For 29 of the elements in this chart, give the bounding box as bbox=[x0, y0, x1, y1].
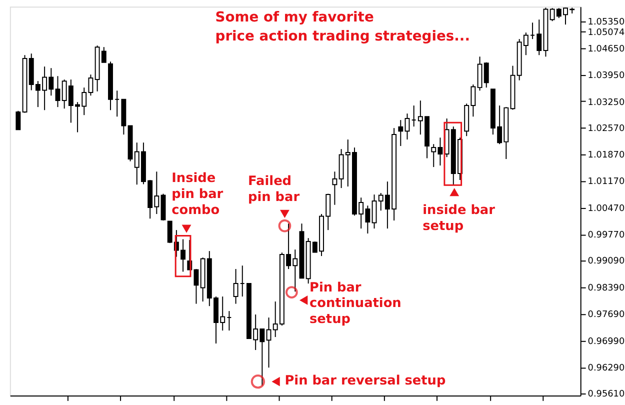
text: Some of my favorite price action trading strategies... bbox=[215, 9, 470, 44]
candlestick bbox=[16, 110, 21, 130]
annotation: Inside pin bar combo bbox=[172, 171, 224, 218]
y-tick-label: 0.96990 bbox=[588, 336, 625, 347]
annotation: Pin bar continuation setup bbox=[310, 280, 402, 328]
y-tick-label: 0.96290 bbox=[588, 364, 625, 374]
candlestick bbox=[233, 268, 238, 304]
y-tick-label: 0.98390 bbox=[588, 283, 625, 294]
y-tick-label: 0.95610 bbox=[588, 390, 625, 400]
y-tick-label: 0.99090 bbox=[588, 256, 625, 267]
candlestick bbox=[398, 120, 404, 147]
candlestick bbox=[332, 171, 338, 206]
y-tick-label: 0.97690 bbox=[588, 310, 625, 320]
candlestick bbox=[266, 317, 272, 368]
y-tick-label: 1.03950 bbox=[588, 71, 625, 82]
y-tick-label: 1.01870 bbox=[588, 150, 625, 161]
y-tick-label: 1.02570 bbox=[588, 124, 625, 134]
y-tick-label: 1.03250 bbox=[588, 98, 625, 108]
candlestick bbox=[404, 113, 410, 140]
candlestick bbox=[55, 76, 60, 108]
y-tick-label: 0.99770 bbox=[588, 230, 625, 241]
y-tick-label: 1.00470 bbox=[588, 204, 625, 214]
y-tick-label: 1.04650 bbox=[588, 44, 625, 54]
annotation: inside bar setup bbox=[422, 202, 496, 234]
annotation: Pin bar reversal setup bbox=[284, 374, 446, 389]
y-tick-label: 1.01170 bbox=[588, 177, 625, 188]
annotation: Failed pin bar bbox=[248, 174, 300, 206]
y-tick-label: 1.05350 bbox=[588, 18, 625, 28]
y-tick-label: 1.05074 bbox=[588, 28, 625, 38]
